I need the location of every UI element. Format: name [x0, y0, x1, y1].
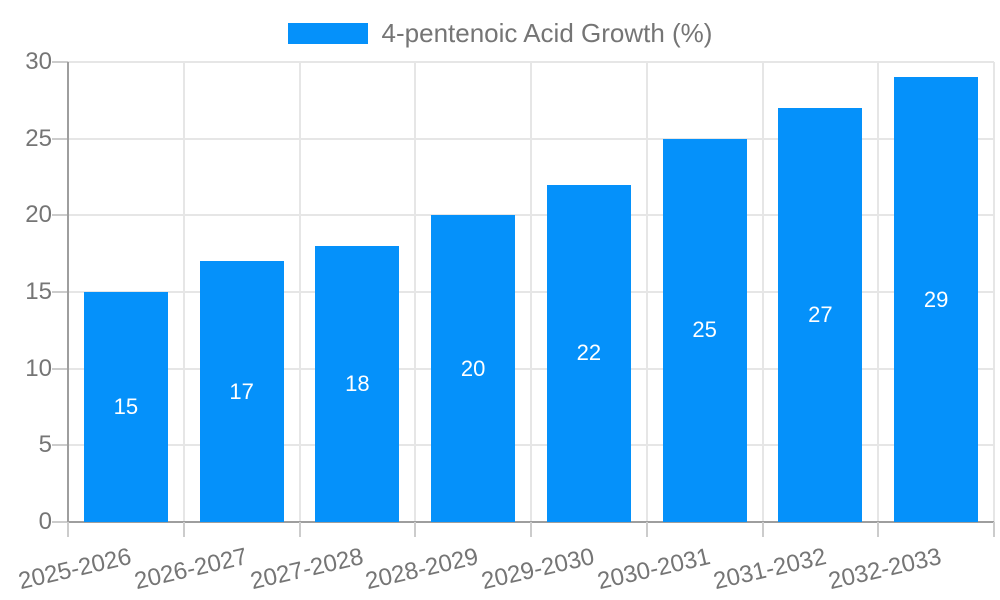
bar-value-label: 22 — [576, 340, 602, 366]
x-gridline — [182, 62, 185, 522]
x-gridline — [414, 62, 417, 522]
bar[interactable]: 15 — [83, 292, 168, 522]
x-tick-label: 2030-2031 — [594, 543, 713, 596]
y-axis-tick — [52, 61, 68, 63]
y-axis-tick — [52, 367, 68, 370]
x-axis-tick — [67, 522, 69, 537]
x-axis-tick — [298, 522, 301, 537]
y-axis-tick — [52, 137, 68, 140]
bar[interactable]: 20 — [431, 215, 516, 522]
y-tick-label: 0 — [38, 508, 52, 535]
bar-value-label: 27 — [808, 302, 833, 327]
y-tick-label: 5 — [38, 431, 52, 459]
x-tick-label: 2026-2027 — [131, 543, 250, 596]
y-tick-label: 25 — [25, 124, 52, 152]
bar-value-label: 15 — [113, 394, 139, 419]
bar[interactable]: 29 — [894, 77, 979, 522]
bar-value-label: 29 — [923, 286, 949, 312]
bar[interactable]: 22 — [546, 184, 631, 522]
x-tick-label: 2028-2029 — [363, 543, 482, 596]
x-axis-tick — [414, 522, 417, 537]
x-gridline — [645, 62, 648, 522]
x-axis-tick — [530, 522, 532, 537]
x-gridline — [993, 62, 995, 522]
x-tick-label: 2027-2028 — [247, 543, 366, 596]
bar-value-label: 18 — [345, 371, 370, 396]
y-tick-label: 20 — [25, 201, 52, 229]
x-tick-label: 2029-2030 — [479, 543, 597, 596]
y-tick-label: 30 — [25, 48, 52, 75]
y-axis-line — [67, 62, 69, 522]
legend-label: 4-pentenoic Acid Growth (%) — [381, 18, 713, 48]
y-axis-tick — [52, 521, 68, 523]
x-axis-tick — [182, 522, 185, 537]
x-tick-label: 2025-2026 — [16, 543, 134, 596]
x-gridline — [877, 62, 880, 522]
bar[interactable]: 18 — [315, 246, 400, 522]
x-axis-tick — [761, 522, 764, 537]
bar[interactable]: 25 — [662, 138, 747, 522]
bar-value-label: 17 — [229, 378, 254, 404]
bar[interactable]: 17 — [199, 261, 284, 522]
x-gridline — [761, 62, 764, 522]
x-tick-label: 2032-2033 — [826, 543, 945, 596]
legend[interactable]: 4-pentenoic Acid Growth (%) — [0, 18, 1000, 49]
y-tick-label: 15 — [25, 278, 52, 305]
y-axis-tick — [52, 291, 68, 293]
y-axis-tick — [52, 444, 68, 447]
x-axis-tick — [877, 522, 880, 537]
x-gridline — [298, 62, 301, 522]
bar-value-label: 25 — [692, 317, 717, 343]
y-axis-tick — [52, 214, 68, 217]
x-axis-tick — [993, 522, 995, 537]
x-gridline — [530, 62, 532, 522]
legend-swatch — [287, 23, 368, 44]
bar[interactable]: 27 — [778, 108, 863, 522]
bar-value-label: 20 — [460, 355, 486, 381]
y-tick-label: 10 — [25, 354, 52, 382]
x-axis-tick — [645, 522, 648, 537]
x-tick-label: 2031-2032 — [710, 543, 829, 596]
